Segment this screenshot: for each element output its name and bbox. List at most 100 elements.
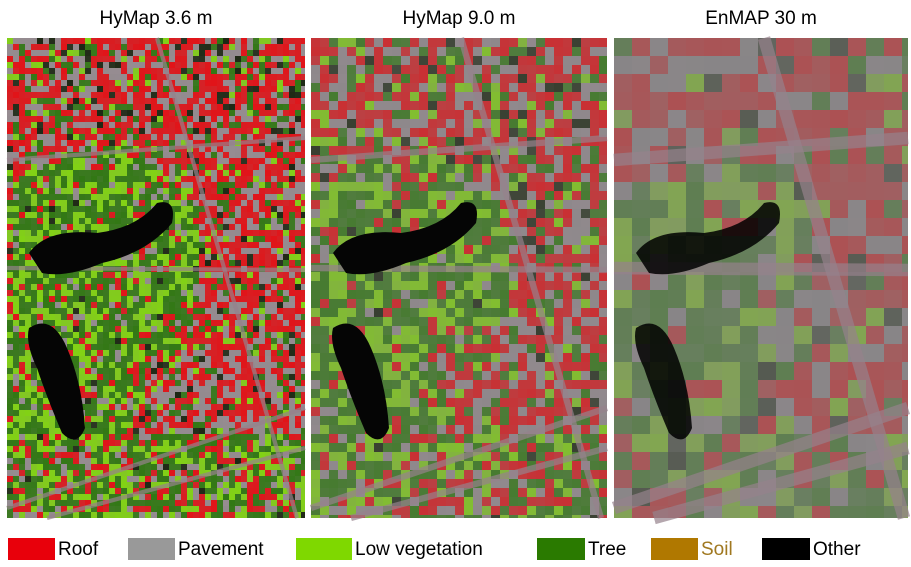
pixel	[121, 140, 127, 146]
pixel	[67, 188, 73, 194]
pixel	[265, 62, 271, 68]
pixel	[217, 296, 223, 302]
pixel	[127, 404, 133, 410]
pixel	[265, 122, 271, 128]
pixel	[235, 290, 241, 296]
pixel	[49, 134, 55, 140]
pixel	[295, 146, 301, 152]
pixel	[13, 476, 19, 482]
pixel	[265, 326, 271, 332]
pixel	[545, 101, 554, 110]
pixel	[175, 242, 181, 248]
pixel	[85, 410, 91, 416]
pixel	[31, 116, 37, 122]
pixel	[599, 119, 607, 128]
pixel	[545, 236, 554, 245]
pixel	[31, 284, 37, 290]
pixel	[518, 155, 527, 164]
pixel	[401, 191, 410, 200]
pixel	[259, 110, 265, 116]
pixel	[73, 458, 79, 464]
pixel	[145, 38, 151, 44]
pixel	[37, 446, 43, 452]
pixel	[229, 506, 235, 512]
pixel	[19, 398, 25, 404]
pixel	[211, 350, 217, 356]
pixel	[211, 56, 217, 62]
pixel	[205, 380, 211, 386]
pixel	[338, 209, 347, 218]
pixel	[121, 80, 127, 86]
pixel	[193, 110, 199, 116]
pixel	[241, 284, 247, 290]
pixel	[241, 62, 247, 68]
pixel	[133, 422, 139, 428]
pixel	[55, 452, 61, 458]
pixel	[73, 116, 79, 122]
pixel	[13, 434, 19, 440]
pixel	[401, 128, 410, 137]
pixel	[446, 290, 455, 299]
pixel	[217, 68, 223, 74]
pixel	[259, 74, 265, 80]
pixel	[527, 74, 536, 83]
pixel	[49, 128, 55, 134]
pixel	[229, 50, 235, 56]
pixel	[97, 44, 103, 50]
pixel	[79, 308, 85, 314]
pixel	[49, 104, 55, 110]
pixel	[25, 362, 31, 368]
pixel	[127, 386, 133, 392]
pixel	[277, 296, 283, 302]
pixel	[31, 488, 37, 494]
pixel	[97, 176, 103, 182]
pixel	[446, 47, 455, 56]
pixel	[139, 44, 145, 50]
pixel	[527, 83, 536, 92]
pixel	[103, 428, 109, 434]
pixel	[527, 101, 536, 110]
pixel	[277, 188, 283, 194]
pixel	[265, 434, 271, 440]
pixel	[145, 86, 151, 92]
pixel	[187, 344, 193, 350]
pixel	[283, 422, 289, 428]
pixel	[301, 308, 305, 314]
pixel	[145, 170, 151, 176]
pixel	[211, 164, 217, 170]
pixel	[79, 314, 85, 320]
pixel	[163, 296, 169, 302]
pixel	[247, 188, 253, 194]
pixel	[139, 398, 145, 404]
pixel	[356, 65, 365, 74]
pixel	[13, 332, 19, 338]
pixel	[139, 470, 145, 476]
pixel	[121, 134, 127, 140]
pixel	[7, 80, 13, 86]
pixel	[121, 92, 127, 98]
pixel	[223, 236, 229, 242]
pixel	[277, 44, 283, 50]
pixel	[295, 272, 301, 278]
pixel	[491, 56, 500, 65]
pixel	[277, 494, 283, 500]
pixel	[211, 356, 217, 362]
pixel	[145, 128, 151, 134]
pixel	[283, 146, 289, 152]
pixel	[235, 362, 241, 368]
pixel	[295, 50, 301, 56]
pixel	[25, 446, 31, 452]
pixel	[229, 488, 235, 494]
pixel	[289, 458, 295, 464]
pixel	[283, 428, 289, 434]
pixel	[79, 50, 85, 56]
pixel	[455, 128, 464, 137]
pixel	[193, 38, 199, 44]
pixel	[19, 212, 25, 218]
pixel	[277, 152, 283, 158]
pixel	[509, 38, 518, 47]
pixel	[193, 212, 199, 218]
pixel	[133, 158, 139, 164]
pixel	[61, 320, 67, 326]
pixel	[235, 284, 241, 290]
